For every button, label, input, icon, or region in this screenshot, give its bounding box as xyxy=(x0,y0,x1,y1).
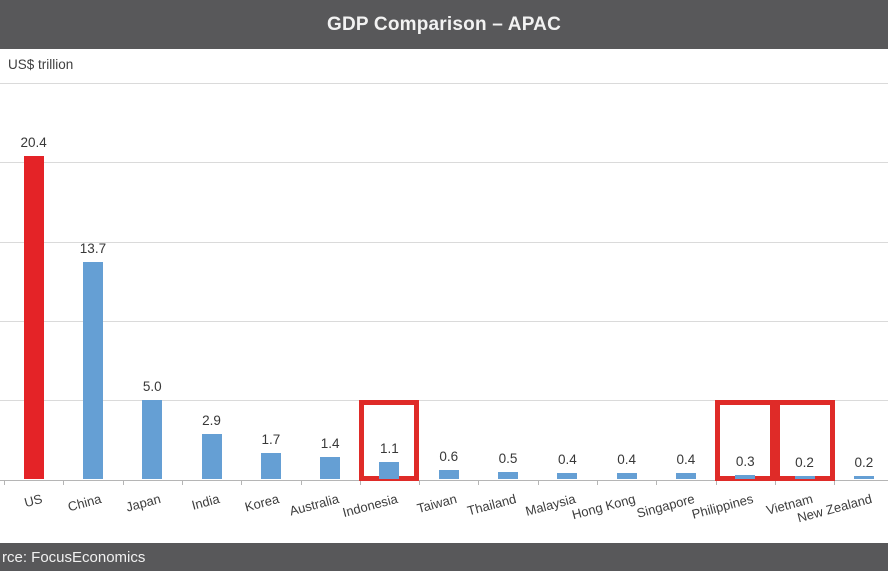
bar-singapore xyxy=(675,473,696,480)
x-axis-tick xyxy=(537,479,539,485)
gridline-10 xyxy=(0,320,888,322)
x-axis-tick xyxy=(181,479,183,485)
bar-value-india: 2.9 xyxy=(202,412,221,428)
bar-value-malaysia: 0.4 xyxy=(557,452,577,468)
x-axis-label-india: India xyxy=(190,491,222,513)
bar-taiwan xyxy=(438,469,459,480)
bar-value-korea: 1.7 xyxy=(261,431,281,447)
x-axis-label-indonesia: Indonesia xyxy=(340,491,400,521)
x-axis-label-japan: Japan xyxy=(124,491,163,515)
slide-header-band: GDP Comparison – APAC xyxy=(0,0,888,49)
x-axis-tick xyxy=(774,479,776,485)
bar-value-us: 20.4 xyxy=(20,134,47,150)
x-axis-label-singapore: Singapore xyxy=(634,491,696,521)
x-axis-tick xyxy=(478,479,480,485)
bar-value-hong-kong: 0.4 xyxy=(617,452,637,468)
bar-value-thailand: 0.5 xyxy=(498,450,518,466)
x-axis-line xyxy=(0,479,888,481)
bar-us xyxy=(23,155,44,480)
bar-china xyxy=(82,262,103,480)
gridline-20 xyxy=(0,162,888,164)
x-axis-label-philippines: Philippines xyxy=(690,491,756,522)
x-axis-tick xyxy=(715,479,717,485)
bar-india xyxy=(201,433,222,480)
chart-title: GDP Comparison – APAC xyxy=(327,13,561,35)
bar-new-zealand xyxy=(853,476,874,480)
gridline-25 xyxy=(0,83,888,84)
bar-value-japan: 5.0 xyxy=(142,379,162,395)
x-axis-tick xyxy=(597,479,598,485)
x-axis-tick xyxy=(300,479,302,485)
y-axis-unit-label: US$ trillion xyxy=(8,57,74,72)
bar-value-philippines: 0.3 xyxy=(735,453,755,469)
source-attribution: rce: FocusEconomics xyxy=(2,548,146,566)
x-axis-label-china: China xyxy=(66,491,103,515)
slide-footer-band: rce: FocusEconomics xyxy=(0,543,888,571)
x-axis-label-us: US xyxy=(22,491,44,511)
x-axis-label-hong-kong: Hong Kong xyxy=(569,491,637,523)
x-axis-tick xyxy=(359,479,361,485)
bar-malaysia xyxy=(557,473,578,480)
highlight-box-philippines xyxy=(715,400,776,481)
bar-value-new-zealand: 0.2 xyxy=(854,455,874,471)
bar-indonesia xyxy=(379,462,400,480)
bar-vietnam xyxy=(794,476,815,480)
x-axis-tick xyxy=(241,479,243,485)
gridline-15 xyxy=(0,241,888,243)
x-axis-label-thailand: Thailand xyxy=(465,491,518,519)
bar-thailand xyxy=(498,471,519,480)
bar-value-vietnam: 0.2 xyxy=(795,455,814,471)
bar-value-china: 13.7 xyxy=(79,241,107,257)
x-axis-label-australia: Australia xyxy=(287,491,341,519)
bar-philippines xyxy=(735,474,756,480)
x-axis-label-malaysia: Malaysia xyxy=(523,491,578,519)
x-axis-tick xyxy=(656,479,658,485)
bar-value-indonesia: 1.1 xyxy=(380,441,399,457)
x-axis-label-taiwan: Taiwan xyxy=(415,491,459,516)
x-axis-tick xyxy=(419,479,421,485)
bar-australia xyxy=(320,457,341,480)
bar-value-taiwan: 0.6 xyxy=(439,448,459,464)
x-axis-tick xyxy=(122,479,124,485)
bar-value-australia: 1.4 xyxy=(320,436,340,452)
gridline-5 xyxy=(0,400,888,402)
bar-korea xyxy=(260,452,281,480)
bar-japan xyxy=(142,400,163,480)
x-axis-tick xyxy=(4,479,5,485)
bar-value-singapore: 0.4 xyxy=(676,452,696,468)
bar-hong-kong xyxy=(616,473,637,480)
x-axis-label-korea: Korea xyxy=(243,491,281,515)
x-axis-tick xyxy=(834,479,836,485)
x-axis-tick xyxy=(63,479,65,485)
